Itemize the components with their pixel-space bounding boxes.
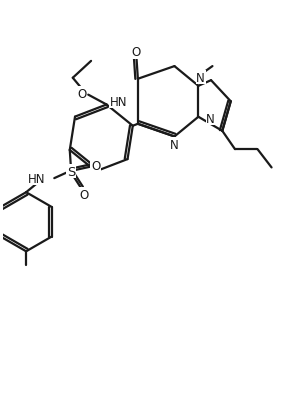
Text: S: S [67,165,75,178]
Text: O: O [77,88,87,101]
Text: HN: HN [110,96,127,108]
Text: O: O [91,160,100,173]
Text: O: O [132,46,141,59]
Text: N: N [196,72,205,85]
Text: O: O [79,188,88,201]
Text: N: N [206,112,215,125]
Text: N: N [170,139,179,151]
Text: HN: HN [28,172,45,185]
